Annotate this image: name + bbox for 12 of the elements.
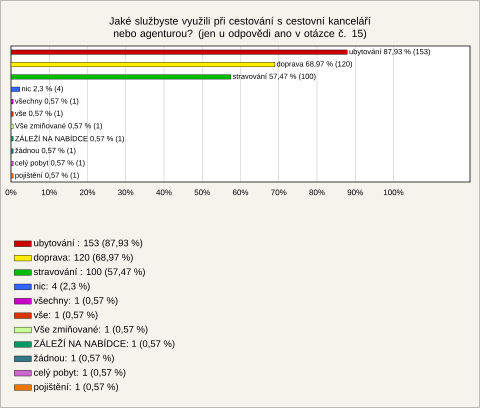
legend-label: vše: 1 (0,57 %) <box>34 311 98 320</box>
legend-label: ZÁLEŽÍ NA NABÍDCE: 1 (0,57 %) <box>34 338 174 349</box>
legend-label: Vše zmiňované: 1 (0,57 %) <box>34 326 148 334</box>
legend-label: nic: 4 (2,3 %) <box>34 282 90 292</box>
legend-label: žádnou: 1 (0,57 %) <box>34 354 114 364</box>
legend-label: stravování : 100 (57,47 %) <box>34 268 145 277</box>
chart-title: Jaké službyste využili při cestování s cestovní kanceláří nebo agenturou? (jen u odpovědi ano v otázce č. 15) <box>109 16 371 40</box>
legend-label: ubytování : 153 (87,93 %) <box>34 239 142 248</box>
legend-label: pojištění: 1 (0,57 %) <box>34 383 118 392</box>
legend-label: všechny: 1 (0,57 %) <box>34 296 118 306</box>
legend-label: celý pobyt: 1 (0,57 %) <box>34 368 126 378</box>
legend-label: doprava: 120 (68,97 %) <box>34 254 133 263</box>
